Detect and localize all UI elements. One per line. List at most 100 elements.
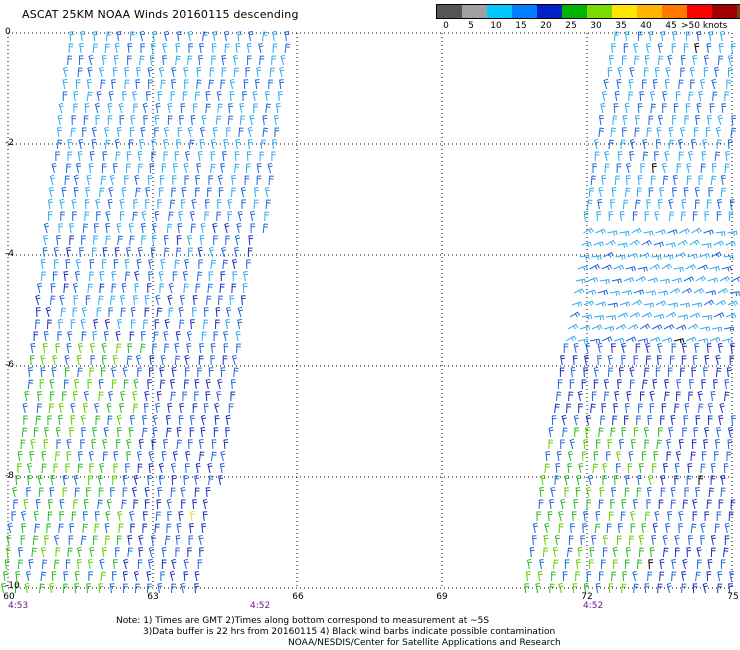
wind-barb — [94, 102, 101, 114]
colorbar-swatch — [662, 5, 687, 18]
wind-barb — [196, 79, 202, 90]
wind-barb — [641, 451, 647, 462]
wind-barb — [184, 175, 189, 185]
wind-barb — [151, 235, 157, 246]
wind-barb — [679, 367, 685, 378]
wind-barb — [107, 102, 113, 114]
wind-barb — [593, 366, 599, 378]
wind-barb — [51, 571, 57, 582]
wind-barb — [154, 210, 160, 222]
wind-barb — [540, 474, 546, 486]
wind-barb — [629, 379, 635, 390]
wind-barb — [703, 229, 714, 235]
wind-barb — [36, 282, 43, 294]
wind-barb — [56, 235, 61, 246]
colorbar-labels: 0 5 10 15 20 25 30 35 40 45 >50 knots — [426, 21, 740, 33]
wind-barb — [592, 391, 597, 402]
wind-barb — [701, 243, 712, 249]
wind-barb — [66, 246, 72, 258]
wind-barb — [621, 342, 627, 354]
wind-barb — [532, 522, 539, 534]
wind-barb — [78, 55, 84, 66]
wind-barb — [560, 498, 566, 510]
wind-barb — [113, 463, 118, 474]
wind-barb — [246, 163, 251, 174]
wind-barb — [26, 487, 31, 498]
wind-barb — [154, 127, 159, 138]
wind-barb — [664, 391, 670, 402]
wind-barb — [229, 91, 235, 102]
wind-barb — [116, 343, 122, 354]
wind-barb — [648, 559, 654, 570]
wind-barb — [177, 127, 183, 138]
wind-barb — [247, 126, 253, 138]
wind-barb — [643, 367, 650, 378]
wind-barb — [655, 139, 661, 150]
wind-barb — [81, 306, 88, 318]
wind-barb — [554, 403, 560, 414]
wind-barb — [667, 367, 673, 378]
wind-barb — [617, 66, 623, 78]
wind-barb — [689, 239, 700, 246]
wind-barb — [706, 571, 712, 582]
wind-barb — [105, 210, 111, 222]
wind-barb — [663, 324, 675, 330]
wind-barb — [79, 247, 84, 258]
wind-barb — [703, 299, 715, 306]
wind-barb — [643, 302, 654, 308]
lat-label-m4: -4 — [5, 249, 14, 259]
wind-barb — [619, 230, 630, 236]
wind-barb — [184, 367, 190, 378]
wind-barb — [126, 163, 131, 174]
wind-barb — [598, 427, 604, 438]
wind-barb — [709, 336, 721, 343]
wind-barb — [104, 535, 111, 546]
wind-barb — [724, 535, 730, 546]
wind-barb — [152, 414, 158, 426]
wind-barb — [176, 427, 182, 438]
wind-barb — [644, 211, 650, 222]
wind-barb — [196, 67, 202, 78]
wind-barb — [549, 583, 555, 594]
wind-barb — [649, 403, 655, 414]
wind-barb — [716, 211, 722, 222]
wind-barb — [160, 79, 166, 90]
wind-barb — [616, 535, 622, 546]
wind-barb — [267, 162, 273, 174]
wind-barb — [89, 150, 95, 162]
wind-barb — [601, 175, 607, 186]
wind-barb — [537, 571, 543, 582]
wind-barb — [138, 438, 144, 450]
wind-barb — [120, 390, 126, 402]
wind-barb — [623, 43, 629, 54]
wind-barb — [171, 79, 176, 90]
wind-barb — [40, 259, 46, 270]
wind-barb — [615, 463, 621, 474]
wind-barb — [117, 235, 123, 246]
wind-barb — [583, 511, 589, 522]
wind-barb — [622, 571, 628, 582]
wind-barb — [46, 523, 52, 534]
wind-barb — [41, 450, 47, 462]
wind-barb — [110, 295, 116, 306]
wind-barb — [121, 282, 127, 294]
wind-barb — [24, 582, 30, 594]
wind-barb — [129, 331, 135, 342]
wind-barb — [127, 535, 133, 546]
wind-barb — [176, 139, 181, 150]
wind-barb — [730, 343, 736, 354]
wind-barb — [155, 402, 161, 414]
wind-barb — [216, 90, 222, 102]
wind-barb — [210, 138, 216, 150]
wind-barb — [677, 314, 689, 320]
wind-barb — [621, 289, 633, 296]
wind-barb — [525, 571, 531, 582]
wind-barb — [164, 535, 171, 546]
wind-barb — [50, 474, 56, 486]
wind-barb — [227, 198, 233, 210]
wind-barb — [659, 278, 670, 284]
wind-barb — [63, 379, 69, 390]
wind-barb — [40, 571, 47, 582]
wind-barb — [593, 451, 599, 462]
